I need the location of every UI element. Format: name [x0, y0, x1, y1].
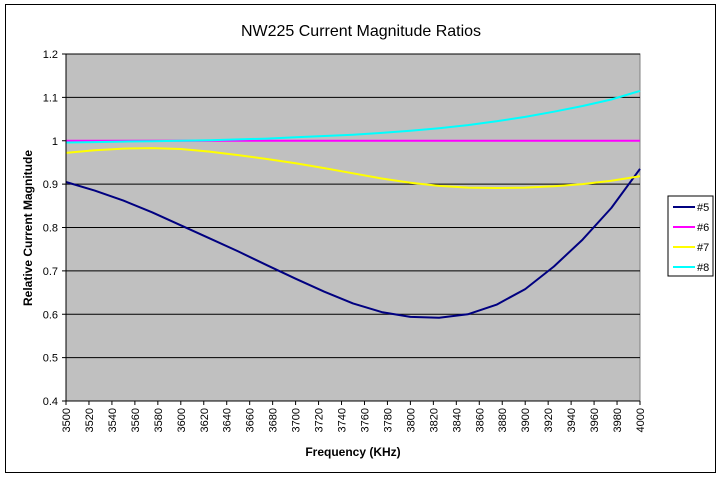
x-tick-label: 3540 — [107, 408, 119, 432]
x-tick-label: 3860 — [474, 408, 486, 432]
y-tick-label: 0.4 — [43, 396, 58, 408]
series-line-4 — [65, 89, 641, 144]
x-tick-label: 3900 — [520, 408, 532, 432]
legend-label: #8 — [697, 262, 709, 274]
y-tick-label: 0.5 — [43, 353, 58, 365]
chart-title: NW225 Current Magnitude Ratios — [241, 23, 481, 40]
y-tick-label: 1.1 — [43, 92, 58, 104]
x-tick-label: 3840 — [451, 408, 463, 432]
x-axis-ticks: 3500 3520 3540 3560 3580 3600 3620 3640 3660 3680… — [61, 401, 647, 432]
y-axis-ticks: 0.4 0.5 0.6 0.7 0.8 0.9 1 1.1 1.2 — [43, 49, 66, 408]
y-tick-label: 0.8 — [43, 223, 58, 235]
y-tick-label: 1 — [52, 136, 58, 148]
y-tick-label: 1.2 — [43, 49, 58, 61]
x-tick-label: 3720 — [314, 408, 326, 432]
x-tick-label: 3960 — [589, 408, 601, 432]
x-tick-label: 3940 — [566, 408, 578, 432]
x-tick-label: 3600 — [176, 408, 188, 432]
series-lines — [65, 89, 641, 319]
x-tick-label: 3520 — [84, 408, 96, 432]
y-tick-label: 0.6 — [43, 309, 58, 321]
legend-box — [667, 195, 714, 277]
x-tick-label: 3620 — [199, 408, 211, 432]
x-tick-label: 3560 — [130, 408, 142, 432]
x-tick-label: 3740 — [337, 408, 349, 432]
x-tick-label: 3800 — [405, 408, 417, 432]
x-tick-label: 3820 — [428, 408, 440, 432]
legend-label: #5 — [697, 202, 709, 214]
x-tick-label: 3880 — [497, 408, 509, 432]
legend-label: #7 — [697, 242, 709, 254]
x-tick-label: 4000 — [635, 408, 647, 432]
legend: #5 #6 #7 #8 — [667, 195, 714, 277]
x-tick-label: 3580 — [153, 408, 165, 432]
x-tick-label: 3980 — [612, 408, 624, 432]
x-tick-label: 3660 — [245, 408, 257, 432]
legend-label: #6 — [697, 222, 709, 234]
x-tick-label: 3920 — [543, 408, 555, 432]
x-tick-label: 3640 — [222, 408, 234, 432]
y-tick-label: 0.7 — [43, 266, 58, 278]
x-tick-label: 3700 — [291, 408, 303, 432]
series-line-3 — [65, 147, 641, 189]
y-axis-title: Relative Current Magnitude — [21, 150, 35, 306]
x-tick-label: 3780 — [382, 408, 394, 432]
series-line-1 — [65, 168, 641, 319]
x-tick-label: 3680 — [268, 408, 280, 432]
x-tick-label: 3500 — [61, 408, 73, 432]
y-tick-label: 0.9 — [43, 179, 58, 191]
x-tick-label: 3760 — [359, 408, 371, 432]
x-axis-title: Frequency (KHz) — [305, 445, 400, 459]
